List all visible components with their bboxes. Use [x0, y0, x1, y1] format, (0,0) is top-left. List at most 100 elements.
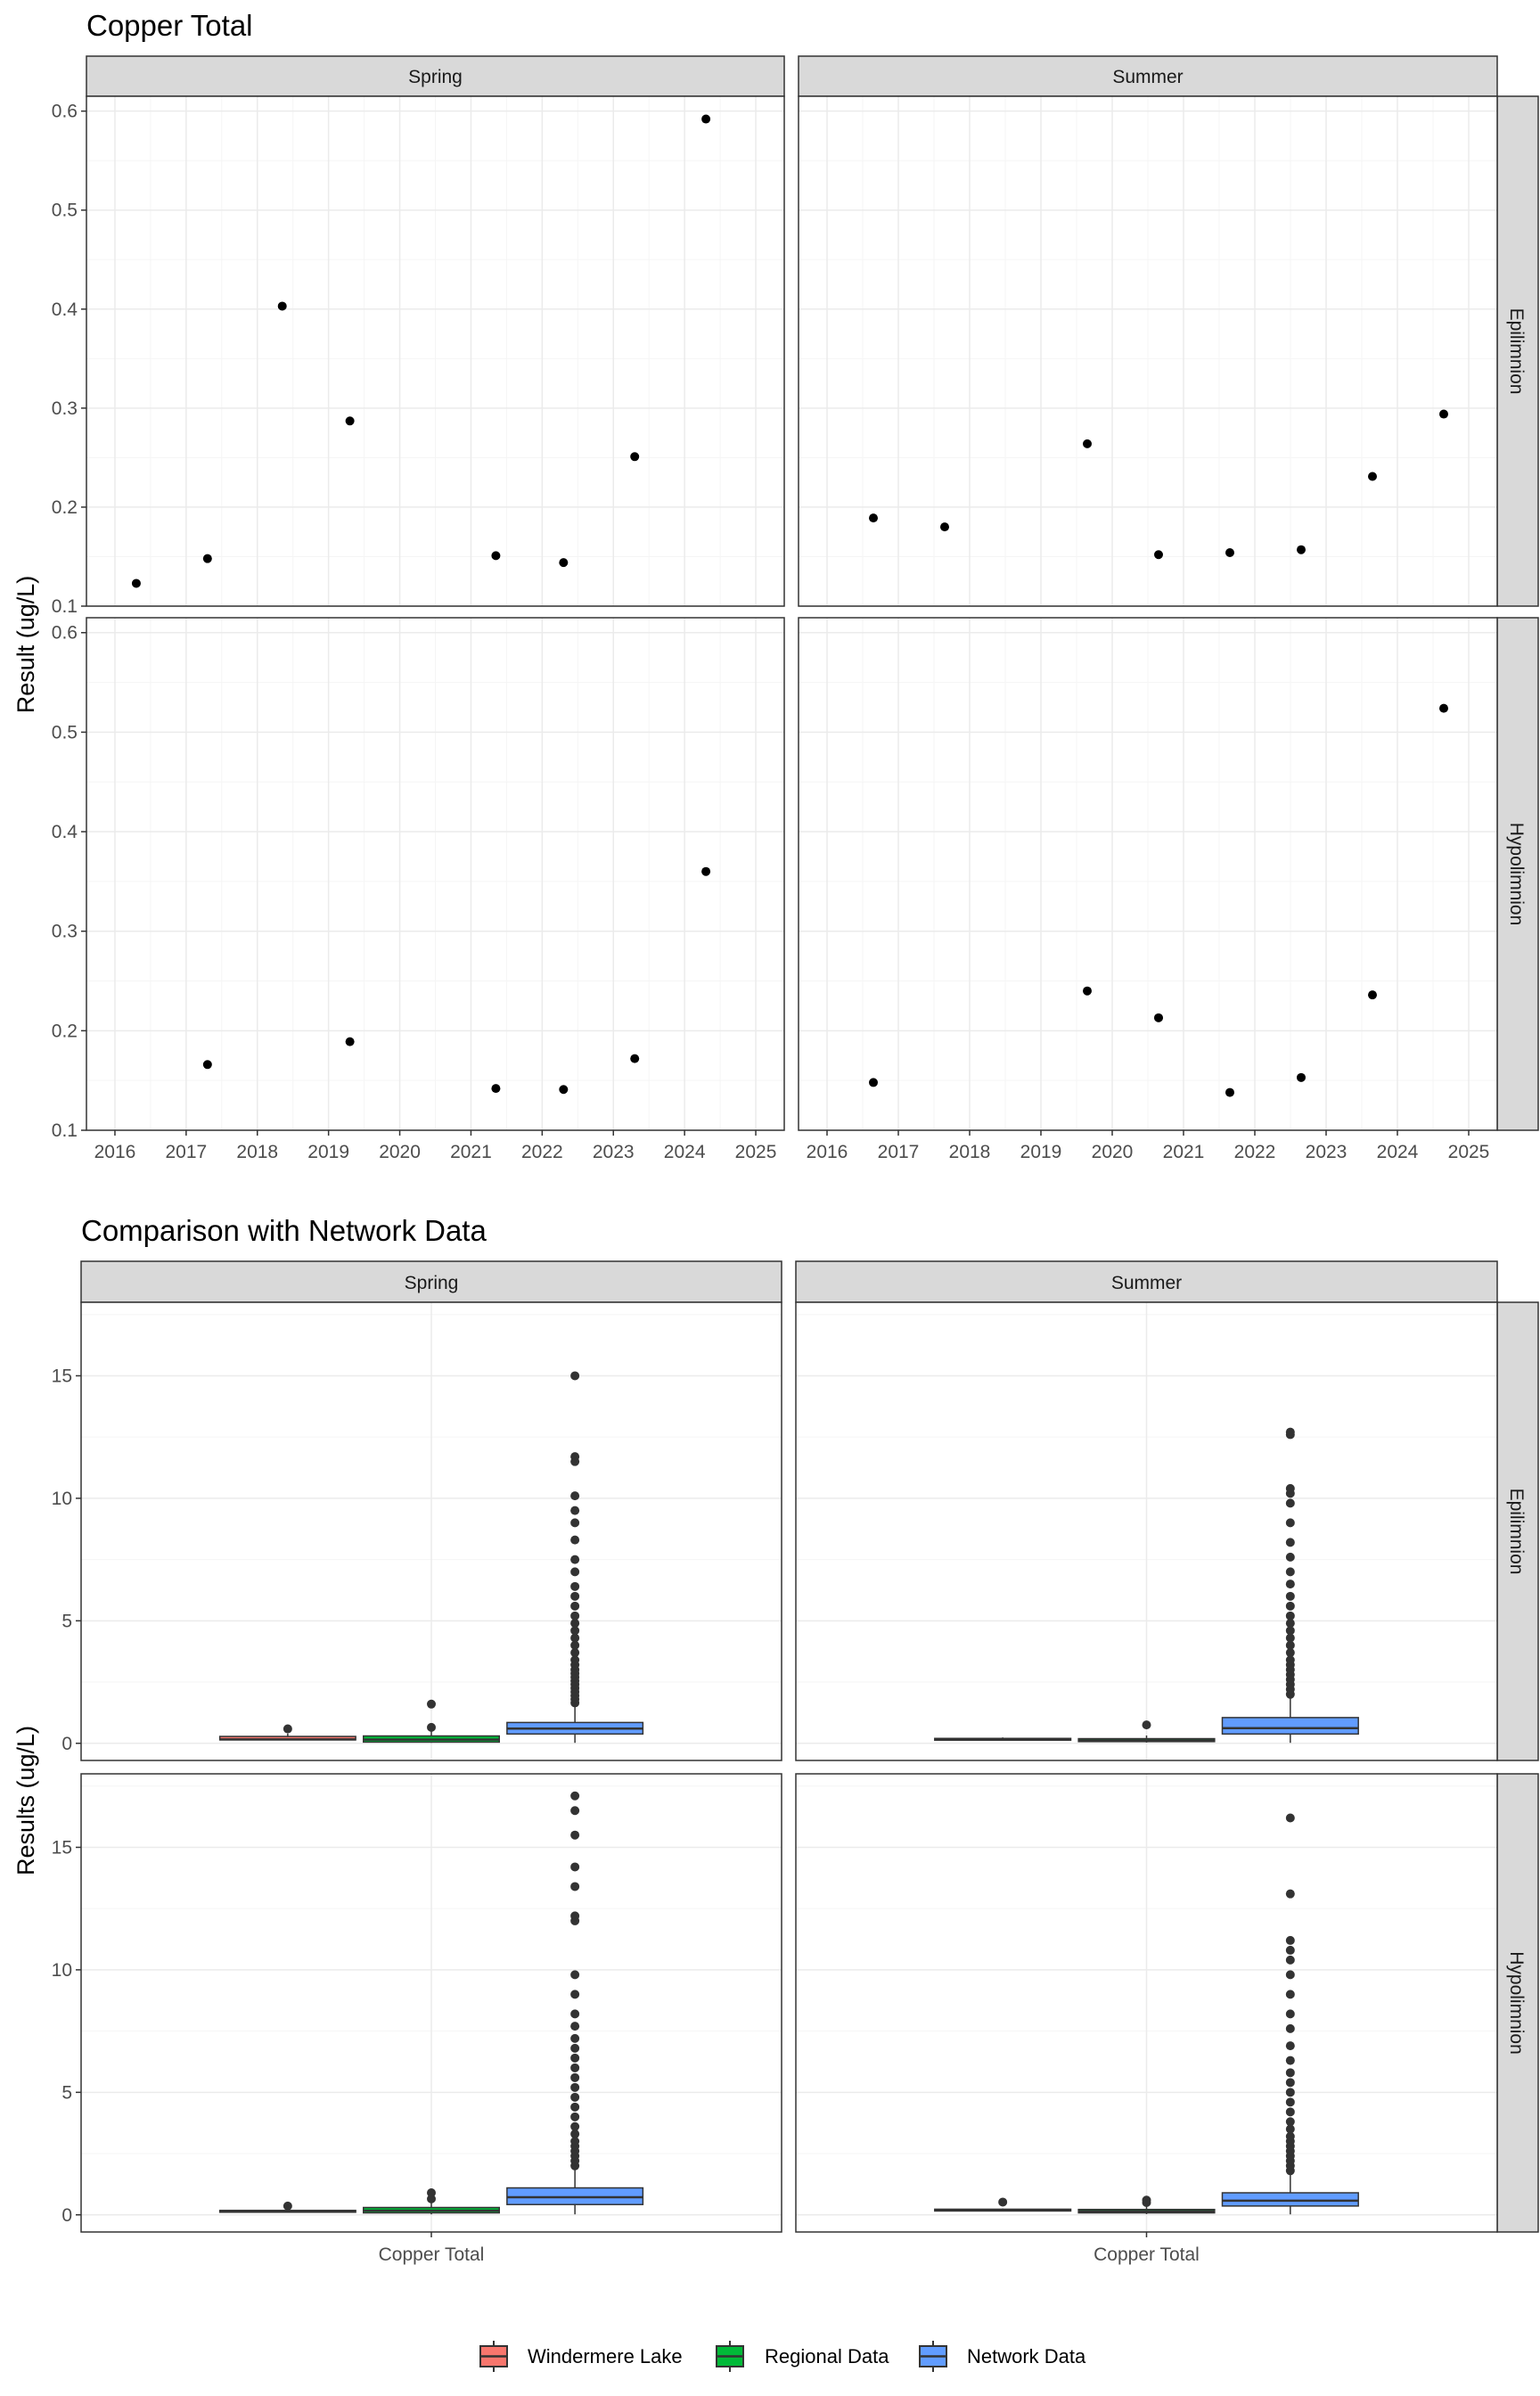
outlier-point — [570, 1791, 580, 1801]
outlier-point — [570, 1970, 580, 1980]
strip-spring — [80, 1260, 782, 1303]
x-tick-label: 2022 — [521, 1142, 563, 1162]
outlier-point — [1142, 2195, 1151, 2205]
y-tick-label: 0.3 — [52, 922, 78, 942]
outlier-point — [1285, 1427, 1295, 1437]
x-tick-label: 2017 — [878, 1142, 920, 1162]
x-tick-label: 2019 — [1020, 1142, 1062, 1162]
outlier-point — [570, 1567, 580, 1577]
outlier-point — [1285, 1990, 1295, 1999]
chart-1-title: Copper Total — [86, 9, 253, 42]
strip-summer-label: Summer — [1111, 1273, 1182, 1293]
y-tick-label: 5 — [61, 2082, 72, 2103]
y-tick-label: 0.5 — [52, 201, 78, 221]
outlier-point — [570, 1640, 580, 1650]
outlier-point — [570, 1581, 580, 1591]
strip-summer — [798, 55, 1498, 97]
strip-epilimnion-label: Epilimnion — [1506, 1489, 1527, 1575]
x-tick-label: 2016 — [94, 1142, 136, 1162]
strip-epilimnion-label: Epilimnion — [1506, 308, 1527, 395]
outlier-point — [570, 1619, 580, 1629]
outlier-point — [1285, 1601, 1295, 1611]
panel-border — [795, 1301, 1498, 1761]
outlier-point — [570, 2033, 580, 2043]
legend-label-regional: Regional Data — [765, 2345, 889, 2367]
data-point — [1439, 703, 1448, 713]
outlier-point — [1285, 1567, 1295, 1577]
outlier-point — [283, 1724, 292, 1734]
box-regional-data — [363, 1699, 500, 1744]
outlier-point — [1285, 2097, 1295, 2107]
outlier-point — [570, 2129, 580, 2139]
panel-summer-epilimnion — [798, 95, 1498, 607]
panel-spring-epilimnion: 0.1 0.2 0.3 0.4 0.5 0.6 — [52, 95, 785, 617]
box-windermere-lake — [934, 2197, 1072, 2212]
data-point — [630, 1054, 640, 1063]
outlier-point — [427, 2188, 436, 2198]
outlier-point — [1285, 2078, 1295, 2088]
data-point — [1083, 986, 1092, 996]
y-tick-label: 10 — [52, 1960, 72, 1981]
strip-summer — [795, 1260, 1498, 1303]
x-tick-label: 2020 — [1092, 1142, 1134, 1162]
outlier-point — [570, 2063, 580, 2072]
strip-epilimnion — [1496, 1301, 1539, 1761]
data-point — [345, 1037, 355, 1046]
outlier-point — [1285, 1945, 1295, 1955]
box-regional-data — [1077, 2195, 1216, 2214]
chart-1-ylabel: Result (ug/L) — [12, 576, 39, 714]
strip-hypolimnion — [1496, 617, 1539, 1131]
data-point — [869, 513, 878, 523]
y-tick-label: 0.6 — [52, 623, 78, 644]
y-tick-label: 0.2 — [52, 1021, 78, 1041]
outlier-point — [1285, 2023, 1295, 2033]
outlier-point — [1285, 2055, 1295, 2065]
panel-border — [86, 95, 785, 607]
x-tick-label: 2023 — [1306, 1142, 1348, 1162]
panel-border — [798, 95, 1498, 607]
legend-label-network: Network Data — [967, 2345, 1086, 2367]
box-windermere-lake — [218, 1724, 356, 1741]
data-point — [1297, 1072, 1306, 1082]
data-point — [1368, 472, 1377, 481]
x-tick-label: 2025 — [735, 1142, 777, 1162]
legend-key-windermere — [479, 2341, 508, 2372]
data-point — [940, 522, 949, 532]
panel-border — [798, 617, 1498, 1131]
outlier-point — [1285, 1970, 1295, 1980]
outlier-point — [1285, 1591, 1295, 1601]
outlier-point — [1285, 1955, 1295, 1965]
outlier-point — [570, 2121, 580, 2131]
panel-spring-epilimnion: 0 5 10 15 — [52, 1301, 782, 1761]
outlier-point — [570, 2082, 580, 2092]
outlier-point — [1285, 1538, 1295, 1547]
outlier-point — [1285, 2124, 1295, 2134]
x-tick-label: 2016 — [807, 1142, 848, 1162]
outlier-point — [570, 1371, 580, 1381]
chart-1-strips: Spring Summer Epilimnion Hypolimnion — [86, 55, 1539, 1131]
outlier-point — [570, 1862, 580, 1872]
x-tick-label: 2024 — [664, 1142, 706, 1162]
outlier-point — [570, 1806, 580, 1816]
outlier-point — [1285, 2009, 1295, 2019]
outlier-point — [570, 1626, 580, 1636]
data-point — [277, 301, 287, 311]
data-point — [559, 558, 569, 568]
outlier-point — [570, 1506, 580, 1515]
outlier-point — [1285, 1655, 1295, 1665]
outlier-point — [1285, 1633, 1295, 1643]
strip-spring-label: Spring — [408, 67, 463, 87]
x-tick-label: Copper Total — [1094, 2244, 1200, 2265]
outlier-point — [1285, 2117, 1295, 2127]
y-tick-label: 15 — [52, 1837, 72, 1858]
outlier-point — [1285, 2131, 1295, 2141]
strip-spring-label: Spring — [405, 1273, 459, 1293]
panel-border — [86, 617, 785, 1131]
data-point — [202, 554, 212, 563]
data-point — [559, 1085, 569, 1095]
y-tick-label: 0.5 — [52, 722, 78, 743]
data-point — [630, 452, 640, 462]
y-tick-label: 0.4 — [52, 822, 78, 842]
x-tick-label: 2022 — [1234, 1142, 1276, 1162]
outlier-point — [1285, 1483, 1295, 1493]
